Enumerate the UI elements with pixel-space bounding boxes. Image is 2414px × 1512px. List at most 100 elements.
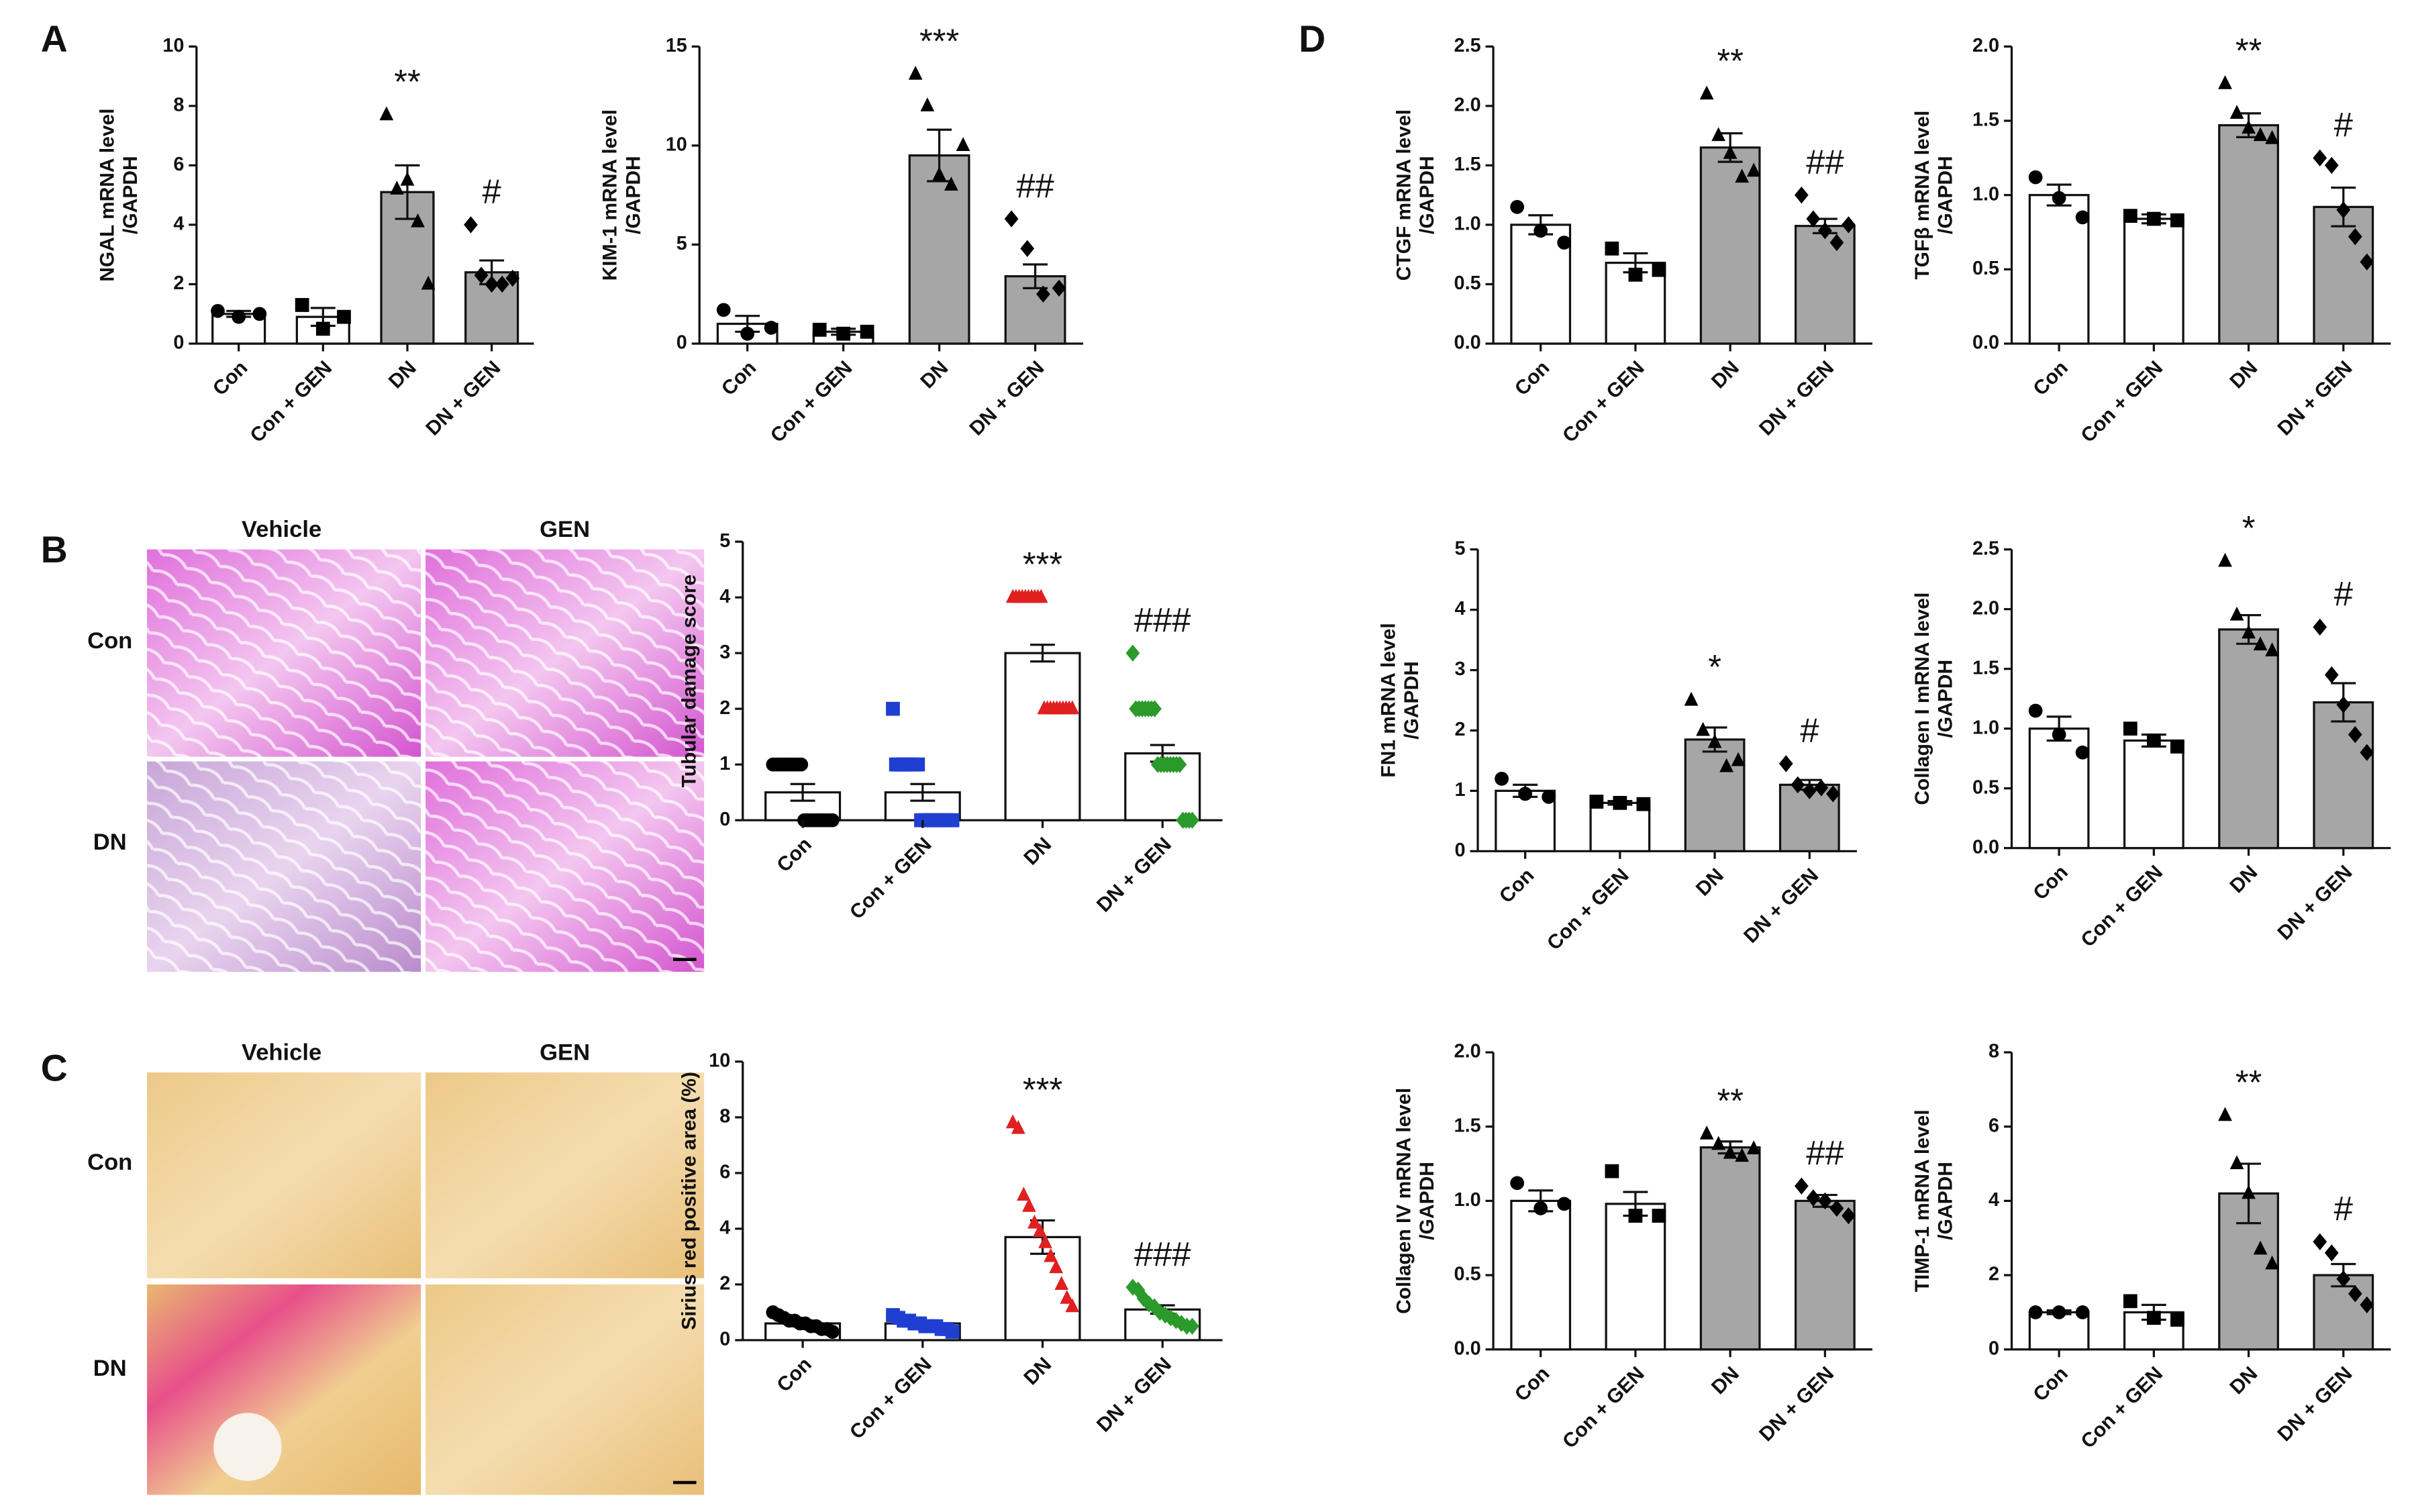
data-point <box>1054 1276 1069 1290</box>
data-point <box>1027 1214 1042 1229</box>
data-point <box>2052 191 2066 205</box>
x-tick-label: Con + GEN <box>846 834 936 924</box>
y-tick-label: 4 <box>1989 1189 1999 1211</box>
data-point <box>505 269 520 287</box>
data-point <box>1049 1259 1064 1274</box>
data-point <box>836 326 851 341</box>
data-point <box>2348 228 2362 246</box>
y-axis-label: /GAPDH <box>1416 156 1438 234</box>
data-point <box>944 177 958 191</box>
data-point <box>2052 727 2066 742</box>
y-tick-label: 10 <box>709 1050 730 1071</box>
significance-label: ** <box>2235 1063 2262 1101</box>
data-point <box>1065 700 1080 715</box>
data-point <box>1719 758 1733 772</box>
x-tick-label: DN <box>1707 1362 1744 1399</box>
significance-label: # <box>2334 574 2353 613</box>
x-tick-label: Con + GEN <box>2077 1362 2168 1453</box>
bar <box>1684 738 1746 852</box>
x-tick-label: Con <box>2029 1362 2072 1406</box>
bar <box>2313 701 2374 850</box>
data-point <box>956 137 970 151</box>
x-tick-label: DN <box>2225 357 2262 393</box>
histology-c <box>147 1072 705 1495</box>
data-point <box>495 275 509 293</box>
data-point <box>740 326 755 341</box>
x-tick-label: DN + GEN <box>1093 1353 1176 1436</box>
x-tick-label: DN <box>916 357 952 393</box>
y-tick-label: 0.5 <box>1454 1264 1481 1285</box>
data-point <box>1794 1177 1809 1195</box>
data-point <box>1699 85 1714 100</box>
data-point <box>1557 1197 1572 1211</box>
data-point <box>1735 1148 1750 1162</box>
x-tick-label: Con <box>1495 864 1539 908</box>
data-point <box>1021 1198 1036 1212</box>
significance-label: *** <box>1023 1070 1062 1109</box>
y-axis-label: Sirius red positive area (%) <box>678 1072 700 1330</box>
significance-label: # <box>1800 711 1819 750</box>
data-point <box>1778 755 1793 772</box>
data-point <box>2218 1107 2232 1121</box>
x-tick-label: Con + GEN <box>1543 864 1633 955</box>
significance-label: ** <box>394 62 420 101</box>
x-tick-label: Con <box>772 834 816 877</box>
data-point <box>1038 1233 1052 1248</box>
y-tick-label: 15 <box>666 35 687 56</box>
column-label: GEN <box>540 1040 590 1066</box>
data-point <box>1016 1187 1031 1201</box>
x-tick-label: Con <box>772 1353 816 1397</box>
x-tick-label: Con <box>209 357 252 401</box>
data-point <box>337 309 351 324</box>
data-point <box>1533 1201 1548 1215</box>
significance-label: * <box>2242 509 2256 547</box>
significance-label: *** <box>1023 545 1062 583</box>
data-point <box>1814 779 1829 797</box>
y-tick-label: 5 <box>1455 538 1466 559</box>
panel-label: C <box>41 1047 68 1089</box>
y-tick-label: 2 <box>719 1273 730 1295</box>
y-axis-label: Collagen I mRNA level <box>1911 593 1933 805</box>
data-point <box>1842 216 1856 234</box>
data-point <box>2313 1233 2327 1250</box>
data-point <box>825 813 840 827</box>
data-point <box>2242 119 2256 134</box>
y-tick-label: 1.0 <box>1972 717 1999 738</box>
column-label: Vehicle <box>242 517 321 542</box>
data-point <box>716 303 731 317</box>
y-tick-label: 2.0 <box>1454 1041 1481 1062</box>
column-label: Vehicle <box>242 1040 321 1066</box>
data-point <box>1033 1223 1047 1238</box>
y-tick-label: 1.5 <box>1454 154 1481 175</box>
data-point <box>1533 223 1548 238</box>
x-tick-label: DN <box>2225 861 2262 897</box>
data-point <box>2253 127 2268 142</box>
data-point <box>464 216 478 234</box>
x-tick-label: DN <box>1019 834 1056 870</box>
data-point <box>2123 1294 2138 1309</box>
significance-label: ## <box>1806 142 1844 181</box>
data-point <box>2253 1240 2268 1255</box>
data-point <box>2075 210 2090 225</box>
y-tick-label: 10 <box>666 134 687 155</box>
x-tick-label: Con + GEN <box>766 357 857 448</box>
data-point <box>2229 1155 2244 1170</box>
data-point <box>1628 267 1643 282</box>
y-tick-label: 2 <box>173 272 184 294</box>
data-point <box>2336 201 2351 219</box>
y-tick-label: 1.5 <box>1454 1115 1481 1136</box>
data-point <box>1510 199 1525 214</box>
y-axis-label: /GAPDH <box>119 156 142 234</box>
histology-b <box>147 549 705 972</box>
y-tick-label: 2 <box>719 697 730 719</box>
y-tick-label: 2 <box>1989 1264 1999 1285</box>
data-point <box>411 213 425 228</box>
data-point <box>1034 589 1048 603</box>
data-point <box>860 324 874 339</box>
bar <box>464 271 519 345</box>
significance-label: * <box>1708 648 1721 686</box>
data-point <box>1791 776 1805 794</box>
x-tick-label: Con + GEN <box>846 1353 936 1444</box>
y-tick-label: 0.0 <box>1454 1338 1481 1359</box>
significance-label: # <box>2334 105 2353 144</box>
